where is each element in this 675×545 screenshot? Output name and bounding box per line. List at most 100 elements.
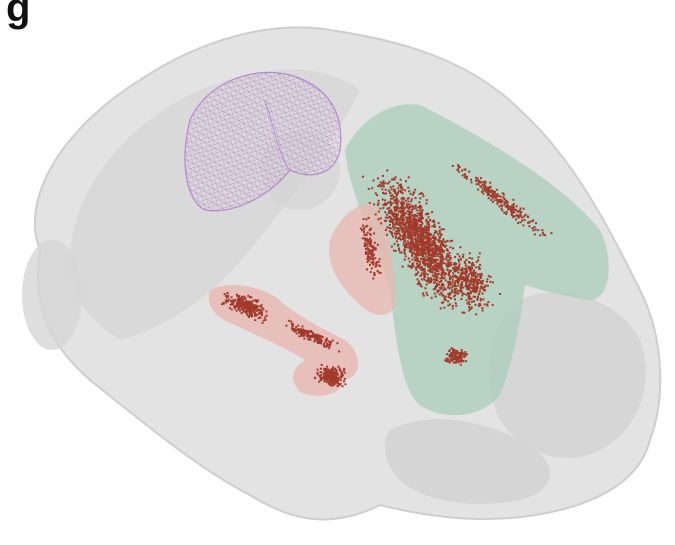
cell-point [488, 186, 491, 189]
cell-point [415, 227, 418, 230]
cell-point [457, 361, 460, 364]
cell-point [420, 245, 423, 248]
cell-point [410, 243, 413, 246]
cell-point [327, 382, 330, 385]
cell-point [499, 293, 502, 295]
cell-point [458, 278, 461, 280]
cell-point [227, 300, 229, 303]
cell-point [341, 371, 344, 374]
cell-point [394, 199, 396, 202]
cell-point [392, 221, 395, 224]
cell-point [427, 269, 430, 272]
cell-point [468, 295, 471, 298]
cell-point [421, 239, 424, 242]
cell-point [392, 185, 395, 188]
cell-point [323, 374, 326, 377]
cell-point [366, 247, 369, 250]
cell-point [519, 212, 522, 215]
cell-point [430, 296, 433, 299]
cell-point [475, 285, 478, 288]
cell-point [403, 202, 406, 205]
cell-point [484, 284, 487, 287]
cell-point [434, 279, 437, 282]
cell-point [480, 185, 483, 188]
cell-point [300, 332, 303, 335]
cell-point [372, 245, 375, 248]
cell-point [456, 357, 459, 360]
cell-point [421, 193, 424, 195]
cell-point [416, 278, 419, 281]
cell-point [481, 287, 484, 290]
cell-point [227, 295, 230, 298]
cell-point [330, 341, 332, 343]
cell-point [446, 265, 448, 268]
cell-point [429, 256, 432, 259]
cell-point [432, 247, 435, 250]
cell-point [425, 233, 428, 236]
cell-point [475, 260, 478, 263]
cell-point [421, 248, 424, 251]
cell-point [408, 250, 411, 252]
cell-point [455, 275, 458, 278]
cell-point [517, 221, 520, 224]
cell-point [436, 249, 439, 252]
cell-point [379, 272, 382, 275]
cell-point [415, 258, 418, 261]
cell-point [437, 272, 440, 275]
cell-point [467, 275, 470, 278]
cell-point [378, 258, 381, 261]
cell-point [237, 304, 240, 307]
cell-point [259, 308, 262, 311]
cell-point [457, 279, 460, 282]
cell-point [412, 224, 415, 227]
cell-point [386, 226, 389, 229]
cell-point [293, 328, 296, 331]
cell-point [397, 187, 400, 190]
cell-point [489, 276, 492, 279]
cell-point [419, 248, 422, 251]
cell-point [451, 165, 454, 167]
cell-point [441, 276, 443, 279]
cell-point [337, 379, 340, 382]
cell-point [251, 303, 254, 306]
cell-point [461, 294, 464, 297]
cell-point [328, 379, 331, 382]
cell-point [430, 241, 433, 244]
cell-point [465, 281, 468, 284]
cell-point [427, 228, 430, 231]
cell-point [473, 290, 475, 293]
cell-point [307, 338, 310, 341]
cell-point [416, 254, 419, 257]
cell-point [410, 247, 412, 250]
cell-point [506, 200, 509, 203]
cell-point [479, 181, 482, 184]
cell-point [447, 280, 449, 283]
cell-point [254, 299, 257, 302]
cell-point [460, 351, 463, 354]
cell-point [478, 303, 481, 306]
cell-point [454, 357, 457, 360]
cell-point [439, 266, 442, 269]
cell-point [433, 232, 436, 235]
cell-point [394, 205, 397, 208]
cell-point [486, 192, 489, 195]
cell-point [335, 373, 338, 376]
cell-point [417, 249, 420, 252]
cell-point [472, 271, 475, 274]
cell-point [415, 209, 418, 212]
cell-point [319, 340, 322, 343]
cell-point [395, 214, 398, 217]
cell-point [379, 217, 382, 220]
cell-point [246, 306, 249, 309]
cell-point [468, 273, 470, 276]
cell-point [320, 378, 323, 381]
cell-point [470, 297, 473, 300]
cell-point [398, 236, 401, 239]
cell-point [438, 293, 441, 296]
cell-point [434, 236, 437, 239]
cell-point [425, 228, 428, 231]
cell-point [303, 332, 306, 335]
cell-point [464, 262, 467, 265]
cell-point [421, 269, 424, 272]
cell-point [399, 183, 402, 186]
